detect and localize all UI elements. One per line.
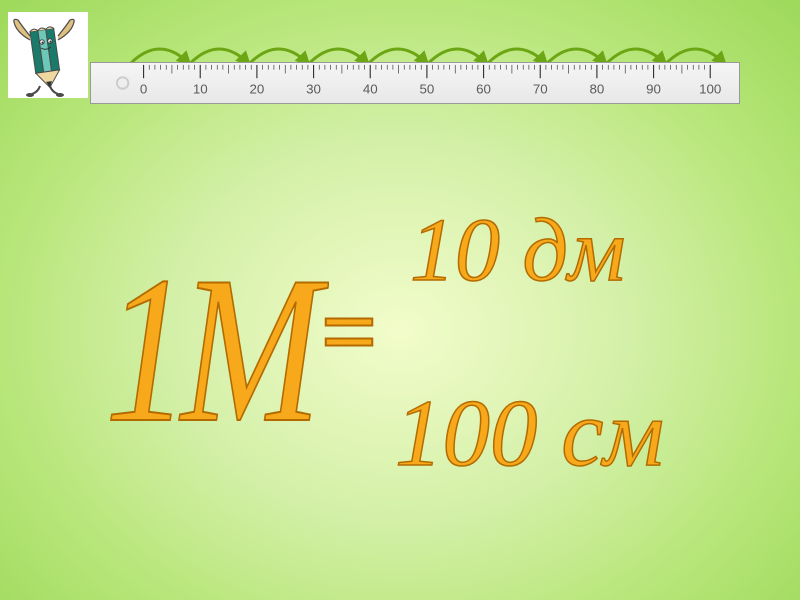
svg-text:70: 70 (533, 81, 548, 96)
svg-text:100: 100 (699, 81, 721, 96)
svg-text:=: = (320, 276, 377, 387)
formula-rhs-top: 10 дм (410, 190, 800, 310)
svg-text:60: 60 (476, 81, 491, 96)
svg-text:30: 30 (306, 81, 321, 96)
ruler: 0 10 20 30 40 50 60 70 80 90 100 (90, 62, 740, 104)
svg-text:10: 10 (193, 81, 208, 96)
pencil-character-box (8, 12, 88, 98)
formula-lhs: 1М (105, 220, 329, 480)
svg-text:0: 0 (140, 81, 147, 96)
svg-text:100 см: 100 см (395, 380, 664, 486)
svg-text:50: 50 (419, 81, 434, 96)
ruler-arcs (90, 26, 740, 66)
svg-text:20: 20 (249, 81, 264, 96)
svg-text:10 дм: 10 дм (410, 201, 625, 300)
formula-rhs-bottom: 100 см (395, 370, 800, 500)
svg-text:40: 40 (363, 81, 378, 96)
pencil-character-icon (8, 12, 88, 98)
svg-text:80: 80 (589, 81, 604, 96)
svg-text:1М: 1М (105, 234, 329, 466)
svg-text:90: 90 (646, 81, 661, 96)
